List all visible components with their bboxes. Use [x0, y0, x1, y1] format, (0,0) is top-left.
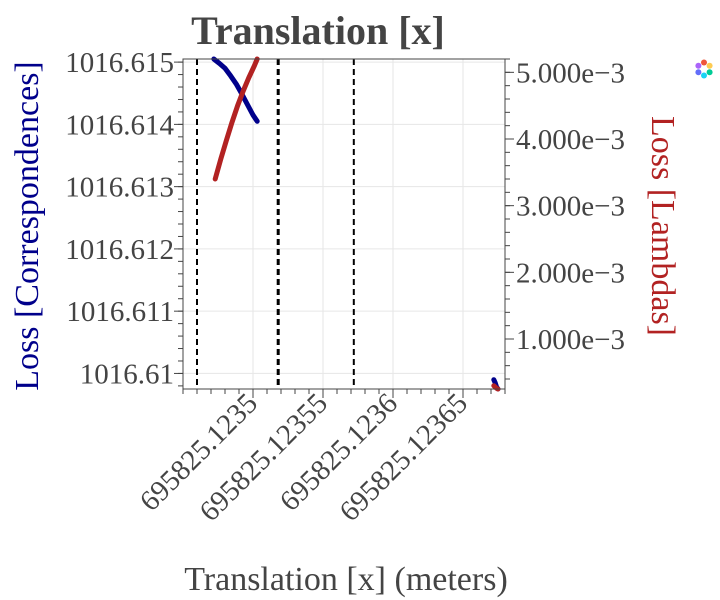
chart-title: Translation [x]: [191, 8, 445, 53]
data-series: [211, 56, 501, 392]
y2-tick-label: 4.000e−3: [516, 124, 625, 156]
grid-lines: [183, 59, 505, 389]
y-tick-label: 1016.614: [65, 109, 174, 141]
y-tick-label: 1016.615: [65, 47, 174, 79]
lambdas-loss-line: [212, 56, 260, 182]
y2-tick-label: 5.000e−3: [516, 57, 625, 89]
correspondences-loss-line: [211, 56, 260, 124]
vertical-marker-lines: [196, 59, 355, 389]
x-axis-title: Translation [x] (meters): [184, 561, 508, 598]
y-axis-title-correspondences: Loss [Correspondences]: [9, 61, 46, 391]
y2-tick-label: 1.000e−3: [516, 324, 625, 356]
y-tick-label: 1016.613: [65, 172, 174, 204]
y-tick-label: 1016.611: [66, 296, 174, 328]
axes: 695825.1235695825.12355695825.1236695825…: [65, 47, 625, 528]
plot-frame: [182, 58, 506, 390]
y-tick-label: 1016.61: [80, 358, 174, 390]
y-tick-label: 1016.612: [65, 234, 174, 266]
y2-axis-title-lambdas: Loss [Lambdas]: [644, 116, 681, 336]
y2-tick-label: 2.000e−3: [516, 257, 625, 289]
plotly-logo-icon[interactable]: [693, 58, 715, 80]
y2-tick-label: 3.000e−3: [516, 191, 625, 223]
